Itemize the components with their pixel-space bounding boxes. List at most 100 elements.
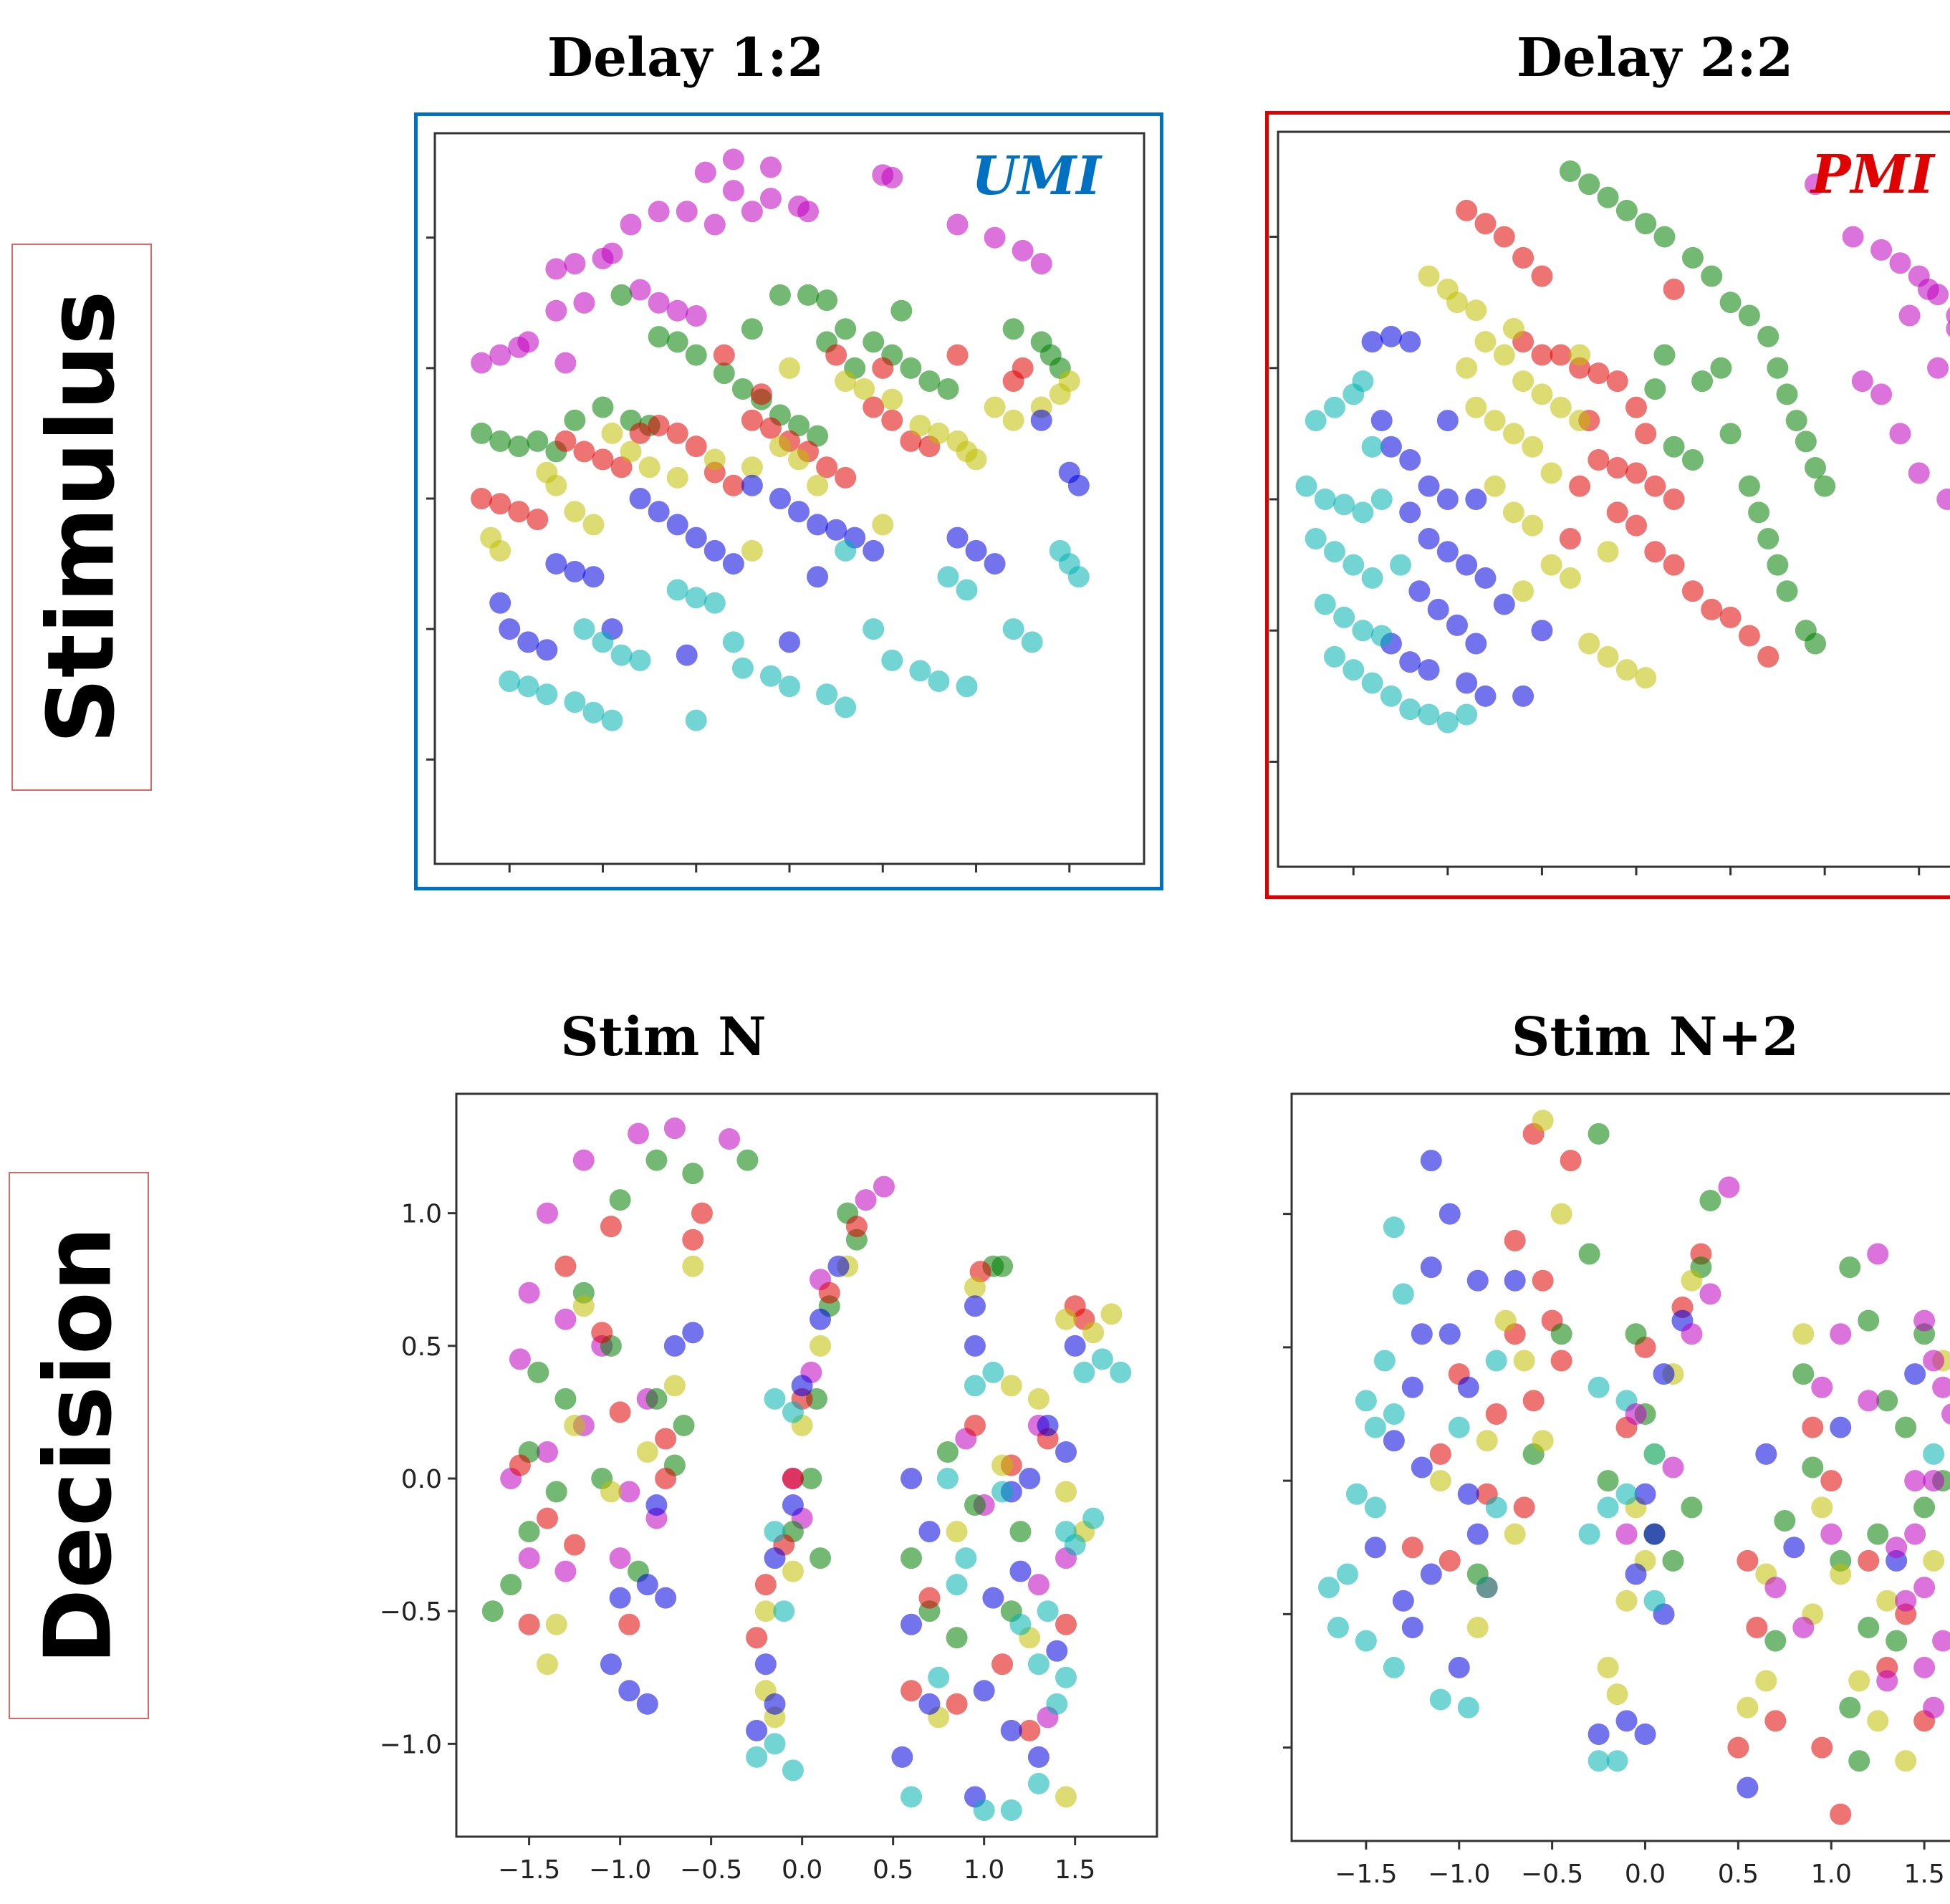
data-point [1783,1537,1805,1559]
data-point [1895,1750,1917,1772]
data-point [722,148,744,170]
data-point [629,488,651,509]
data-point [853,378,875,400]
data-point [1383,1403,1405,1425]
data-point [1792,1323,1815,1345]
data-point [1870,239,1893,261]
data-point [1858,1390,1880,1412]
data-point [573,292,595,314]
data-point [764,1388,786,1410]
data-point [746,1719,768,1741]
data-point [1839,1256,1861,1279]
data-point [1643,1590,1666,1612]
data-point [1904,1363,1926,1385]
data-point [769,284,791,306]
data-point [1597,645,1619,668]
data-point [545,1613,567,1635]
data-point [1820,1470,1843,1492]
data-point [964,1375,986,1397]
data-point [1466,1269,1489,1292]
x-tick-label: −1.0 [1428,1860,1490,1889]
data-point [554,430,577,452]
data-point [1908,462,1930,484]
data-point [788,448,810,471]
data-point [825,519,847,541]
data-point [1889,423,1911,445]
data-point [1532,1110,1554,1132]
data-point [1559,527,1581,549]
data-point [500,1574,522,1596]
data-point [1392,1283,1414,1305]
data-point [1719,292,1742,314]
data-point [984,396,1006,418]
data-point [1370,489,1393,510]
data-point [1418,527,1440,549]
data-point [1019,1719,1041,1741]
x-tick-label: −0.5 [1521,1860,1583,1889]
data-point [1755,1443,1777,1465]
data-point [1927,357,1949,379]
data-point [1067,474,1090,496]
data-point [1681,580,1704,602]
data-point [518,1547,540,1569]
data-point [582,701,605,723]
data-point [1364,1537,1386,1559]
data-point [592,448,614,471]
data-point [471,352,493,374]
data-point [1643,1443,1666,1465]
data-point [754,1600,777,1622]
data-point [1663,489,1685,510]
data-point [750,383,772,405]
x-tick-label: −0.5 [680,1855,742,1885]
data-point [1858,1549,1880,1572]
data-point [1764,1710,1787,1732]
data-point [722,474,744,496]
x-tick-label: 1.5 [1055,1855,1095,1885]
data-point [1923,1470,1945,1492]
data-point [1456,357,1478,379]
data-point [685,709,707,731]
data-point [741,409,763,431]
data-point [628,1122,650,1145]
data-point [909,415,931,436]
data-point [1820,1523,1843,1545]
data-point [638,456,661,479]
y-tick-label: −1.0 [380,1730,442,1759]
data-point [1361,331,1383,353]
data-point [779,357,800,379]
data-point [1343,659,1365,681]
data-point [1625,1403,1647,1425]
data-point [973,1680,995,1702]
data-point [1886,1537,1908,1559]
data-point [685,436,707,458]
data-point [807,425,829,447]
data-point [645,1494,668,1516]
data-point [1932,1376,1950,1398]
data-point [517,675,539,698]
data-point [1411,1323,1433,1345]
data-point [991,1481,1014,1503]
data-point [773,1600,795,1622]
data-point [1364,1496,1386,1519]
data-point [746,1627,768,1649]
data-point [1502,423,1524,445]
data-point [1427,598,1449,620]
data-point [471,422,493,444]
data-point [1352,620,1374,642]
data-point [1606,501,1628,524]
data-point [1466,1523,1489,1545]
data-point [964,1494,986,1516]
data-point [918,370,941,393]
data-point [827,1255,850,1277]
data-point [807,514,829,536]
data-point [1644,541,1666,563]
data-point [928,670,950,692]
data-point [1383,1430,1405,1452]
data-point [1550,344,1572,366]
data-point [489,539,511,562]
data-point [1392,1590,1414,1612]
data-point [1429,1443,1451,1465]
data-point [1512,246,1534,269]
data-point [1802,1456,1824,1479]
data-point [1457,1696,1479,1718]
